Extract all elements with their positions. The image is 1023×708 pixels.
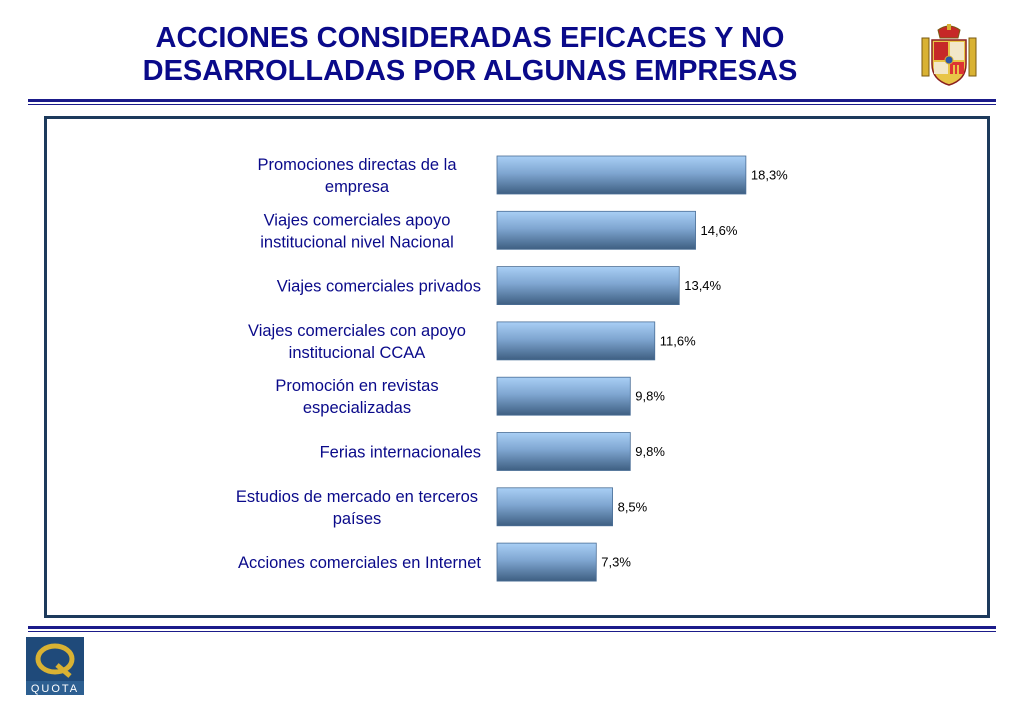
- bar: [496, 266, 680, 306]
- category-label: Estudios de mercado en terceros países: [236, 488, 478, 528]
- quota-logo: QUOTA: [26, 637, 84, 695]
- title-line-1: ACCIONES CONSIDERADAS EFICACES Y NO: [155, 22, 785, 54]
- page-title: ACCIONES CONSIDERADAS EFICACES Y NO DESA…: [80, 22, 860, 88]
- category-label: Viajes comerciales con apoyo instituciona…: [248, 322, 466, 362]
- bar: [496, 487, 613, 527]
- category-label: Ferias internacionales: [320, 444, 481, 462]
- header-rule: [28, 99, 996, 102]
- quota-logo-text: QUOTA: [31, 683, 79, 695]
- bar: [496, 542, 597, 582]
- chart-frame: [44, 116, 990, 618]
- coat-of-arms-icon: [921, 24, 977, 86]
- value-label: 7,3%: [601, 555, 631, 570]
- header-rule-thin: [28, 104, 996, 105]
- category-label: Promoción en revistas especializadas: [275, 377, 438, 417]
- category-label: Acciones comerciales en Internet: [238, 554, 481, 572]
- category-label: Viajes comerciales apoyo institucional ni…: [260, 211, 454, 251]
- value-label: 8,5%: [618, 499, 648, 514]
- title-line-2: DESARROLLADAS POR ALGUNAS EMPRESAS: [142, 55, 798, 87]
- value-label: 13,4%: [684, 278, 721, 293]
- value-label: 11,6%: [660, 333, 696, 348]
- bar: [496, 432, 631, 471]
- value-label: 18,3%: [751, 168, 788, 183]
- bar: [496, 155, 747, 195]
- category-label: Viajes comerciales privados: [277, 278, 481, 296]
- value-label: 9,8%: [635, 389, 665, 404]
- bar: [496, 210, 696, 250]
- bar: [496, 376, 631, 416]
- bar: [496, 321, 656, 361]
- value-label: 14,6%: [701, 223, 738, 238]
- category-label: Promociones directas de la empresa: [257, 156, 457, 196]
- value-label: 9,8%: [635, 444, 665, 459]
- footer-rule: [28, 626, 996, 629]
- footer-rule-thin: [28, 631, 996, 632]
